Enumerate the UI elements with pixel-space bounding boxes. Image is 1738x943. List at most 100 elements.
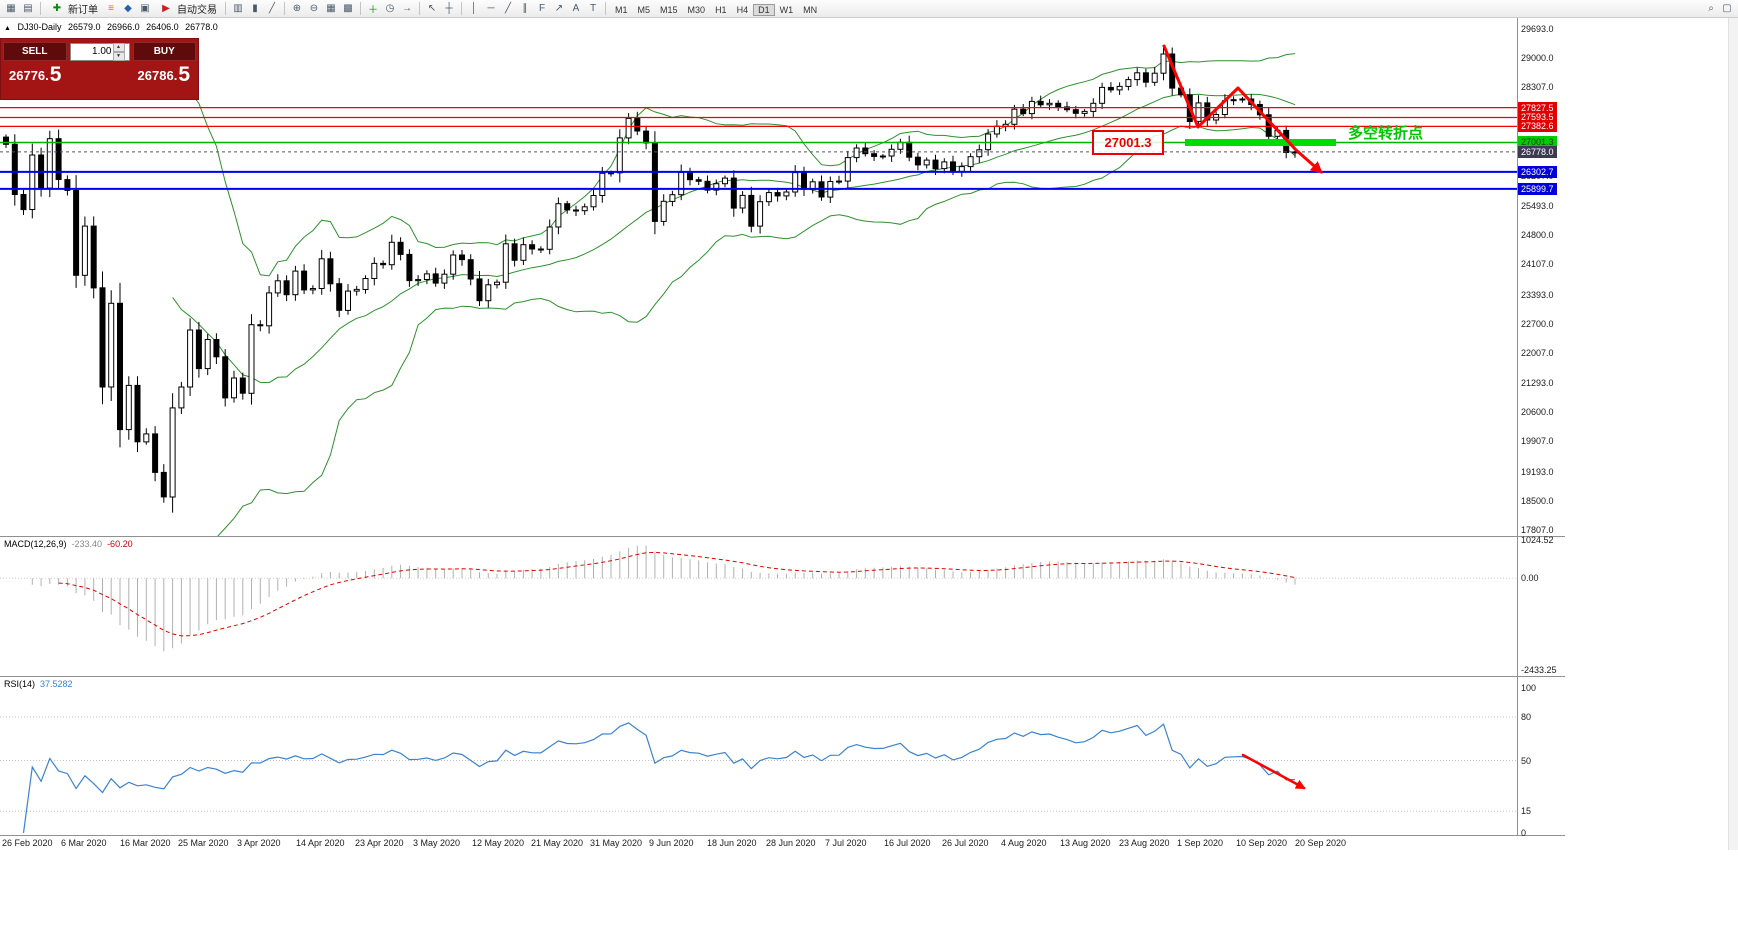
auto-trading-label: 自动交易 [177, 5, 217, 16]
vertical-scrollbar[interactable] [1728, 18, 1738, 850]
candle-body [669, 194, 676, 202]
candle-body [801, 172, 807, 190]
macd-plot [0, 545, 1517, 652]
candle-body [1011, 108, 1018, 125]
indicators-icon[interactable]: ＋ [368, 5, 378, 16]
candle-body [537, 248, 544, 251]
candle-body [660, 200, 667, 222]
timeframe-button-h1[interactable]: H1 [715, 4, 727, 15]
timeframe-button-m30[interactable]: M30 [687, 4, 706, 15]
candle-body [608, 172, 614, 175]
volume-down-icon[interactable]: ▼ [112, 51, 125, 61]
candle-body [318, 258, 325, 289]
candle-body [99, 287, 106, 388]
candle-body [713, 183, 720, 191]
cascade-windows-icon[interactable]: ▩ [343, 3, 353, 14]
candle-body [1125, 79, 1132, 87]
profiles-icon[interactable]: ▤ [23, 3, 33, 14]
tile-windows-icon[interactable]: ▦ [326, 3, 336, 14]
timeframe-button-mn[interactable]: MN [803, 4, 818, 15]
candlestick-icon[interactable]: ▮ [252, 3, 258, 14]
candle-body [1151, 72, 1158, 83]
price-annotation-box[interactable]: 27001.3 [1092, 130, 1164, 155]
candle-body [257, 324, 264, 327]
candle-body [590, 195, 597, 208]
auto-trading-button[interactable]: ▶ 自动交易 [154, 1, 221, 17]
candle-body [555, 203, 562, 228]
candle-body [739, 194, 746, 209]
candle-body [897, 141, 904, 150]
separator [40, 2, 41, 15]
collapse-panel-icon[interactable]: ▲ [4, 25, 11, 32]
timeframe-button-m5[interactable]: M5 [637, 4, 651, 15]
fibonacci-icon[interactable]: F [538, 3, 546, 14]
candle-body [362, 278, 369, 290]
candle-body [1142, 72, 1149, 83]
rsi-arrow-annotation[interactable] [1241, 753, 1306, 790]
channel-icon[interactable]: ∥ [522, 3, 528, 14]
low-value: 26406.0 [146, 22, 179, 32]
candle-body [757, 201, 764, 227]
horizontal-line-icon[interactable]: ─ [487, 3, 495, 14]
arrow-tool-icon[interactable]: ↗ [554, 3, 564, 14]
volume-input[interactable] [70, 45, 113, 58]
timeframe-button-m1[interactable]: M1 [615, 4, 628, 15]
terminal-icon[interactable]: ▣ [140, 3, 150, 14]
search-icon[interactable]: ⌕ [1708, 3, 1714, 14]
zoom-in-icon[interactable]: ⊕ [292, 3, 302, 14]
candle-body [345, 290, 351, 311]
candle-body [879, 155, 886, 158]
candle-body [581, 206, 588, 212]
sell-price[interactable]: 26776. 5 [9, 63, 62, 86]
candle-body [958, 166, 965, 172]
macd-name: MACD(12,26,9) [4, 539, 67, 549]
bar-chart-icon[interactable]: ▥ [233, 3, 243, 14]
candle-body [20, 194, 27, 211]
timeframe-button-w1[interactable]: W1 [779, 4, 794, 15]
candle-body [187, 329, 194, 388]
chart-shift-icon[interactable]: → [402, 3, 412, 14]
candle-body [266, 292, 273, 327]
navigator-icon[interactable]: ◆ [124, 3, 132, 14]
text-label-icon[interactable]: A [572, 3, 580, 14]
crosshair-icon[interactable]: ┼ [445, 3, 453, 14]
candle-body [248, 324, 255, 394]
candle-body [152, 433, 159, 473]
volume-stepper: ▲ ▼ [112, 42, 125, 61]
candle-body [1099, 86, 1106, 104]
timeframe-bar: M1 M5 M15 M30 H1 H4 D1 W1 MN [610, 0, 822, 18]
volume-up-icon[interactable]: ▲ [112, 42, 125, 52]
separator [461, 2, 462, 15]
timeframe-button-d1[interactable]: D1 [753, 3, 775, 16]
candle-body [125, 384, 132, 431]
vertical-line-icon[interactable]: │ [470, 3, 478, 14]
text-tool-icon[interactable]: T [589, 3, 597, 14]
candle-body [967, 156, 974, 168]
candle-body [1081, 110, 1088, 114]
new-window-icon[interactable]: ▢ [1722, 3, 1732, 14]
zoom-out-icon[interactable]: ⊖ [309, 3, 319, 14]
trendline-icon[interactable]: ╱ [504, 3, 512, 14]
buy-button[interactable]: BUY [132, 42, 196, 61]
candle-body [730, 177, 737, 209]
sell-button[interactable]: SELL [3, 42, 67, 61]
bollinger-upper-band [172, 53, 1296, 277]
new-chart-icon[interactable]: ▦ [6, 3, 16, 14]
candle-body [502, 243, 509, 283]
timeframe-button-h4[interactable]: H4 [736, 4, 749, 15]
candle-body [1230, 99, 1237, 102]
separator [419, 2, 420, 15]
cursor-icon[interactable]: ↖ [427, 3, 437, 14]
candle-body [888, 148, 895, 157]
macd-signal-value: -60.20 [107, 539, 133, 549]
candle-body [941, 161, 948, 170]
timeframe-button-m15[interactable]: M15 [660, 4, 678, 15]
zigzag-arrow-annotation[interactable] [1162, 44, 1323, 174]
candle-body [353, 288, 360, 292]
new-order-button[interactable]: ✚ 新订单 [45, 1, 102, 17]
buy-price[interactable]: 26786. 5 [137, 63, 190, 86]
candle-body [1116, 85, 1123, 91]
period-clock-icon[interactable]: ◷ [385, 3, 395, 14]
line-chart-icon[interactable]: ╱ [268, 3, 276, 14]
market-watch-icon[interactable]: ≡ [108, 3, 114, 14]
